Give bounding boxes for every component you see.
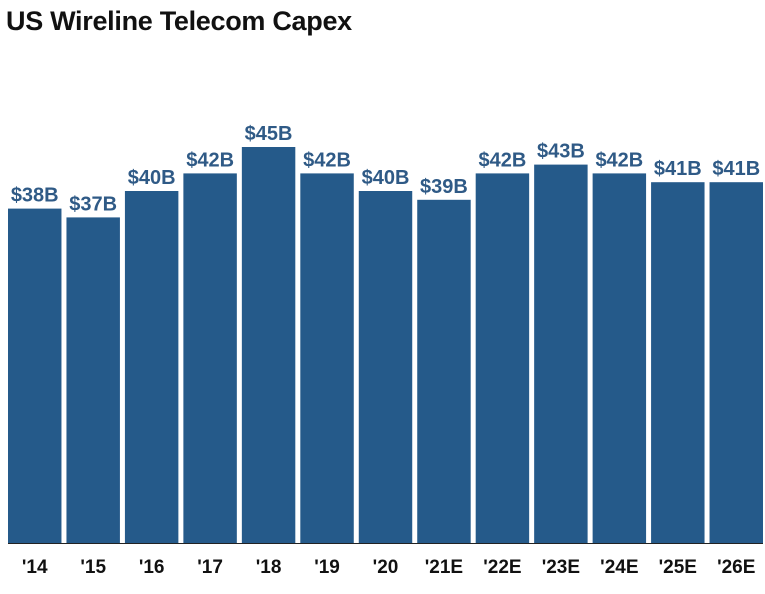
bar-5	[300, 173, 354, 543]
data-label-11: $41B	[654, 158, 702, 180]
bar-2	[124, 191, 179, 543]
x-tick-label-3: '17	[197, 557, 223, 578]
bar-1	[66, 217, 120, 543]
x-tick-label-12: '26E	[717, 557, 755, 578]
data-label-12: $41B	[712, 158, 760, 180]
chart-title: US Wireline Telecom Capex	[6, 6, 352, 36]
bar-7	[417, 199, 471, 544]
x-tick-label-6: '20	[373, 557, 399, 578]
data-label-4: $45B	[245, 123, 293, 145]
bar-6	[358, 191, 413, 543]
bar-3	[183, 173, 237, 543]
bar-12	[709, 182, 763, 543]
bar-4	[241, 147, 296, 543]
data-label-7: $39B	[420, 176, 468, 198]
data-labels-group: $38B $37B $40B $42B $45B $42B $40B $39B $42B $43B…	[11, 123, 760, 215]
bar-8	[475, 173, 530, 543]
data-label-9: $43B	[537, 141, 585, 163]
data-label-2: $40B	[128, 167, 176, 189]
bar-0	[8, 208, 62, 543]
bar-9	[534, 164, 588, 543]
x-tick-labels-group: '14 '15 '16 '17 '18 '19 '20 '21E '22E '23E '24E '25…	[22, 557, 756, 578]
x-tick-label-4: '18	[256, 557, 282, 578]
data-label-6: $40B	[362, 167, 410, 189]
data-label-10: $42B	[595, 149, 643, 171]
bars-group	[8, 147, 763, 544]
bar-10	[592, 173, 647, 543]
data-label-3: $42B	[186, 149, 234, 171]
x-tick-label-2: '16	[139, 557, 165, 578]
x-tick-label-7: '21E	[425, 557, 463, 578]
data-label-0: $38B	[11, 185, 59, 207]
x-tick-label-1: '15	[80, 557, 106, 578]
x-tick-label-5: '19	[314, 557, 340, 578]
data-label-1: $37B	[69, 193, 117, 215]
data-label-5: $42B	[303, 149, 351, 171]
x-tick-label-10: '24E	[600, 557, 638, 578]
x-tick-label-8: '22E	[483, 557, 521, 578]
x-tick-label-11: '25E	[659, 557, 697, 578]
x-tick-label-0: '14	[22, 557, 48, 578]
data-label-8: $42B	[479, 149, 527, 171]
x-tick-label-9: '23E	[542, 557, 580, 578]
bar-11	[651, 182, 705, 543]
